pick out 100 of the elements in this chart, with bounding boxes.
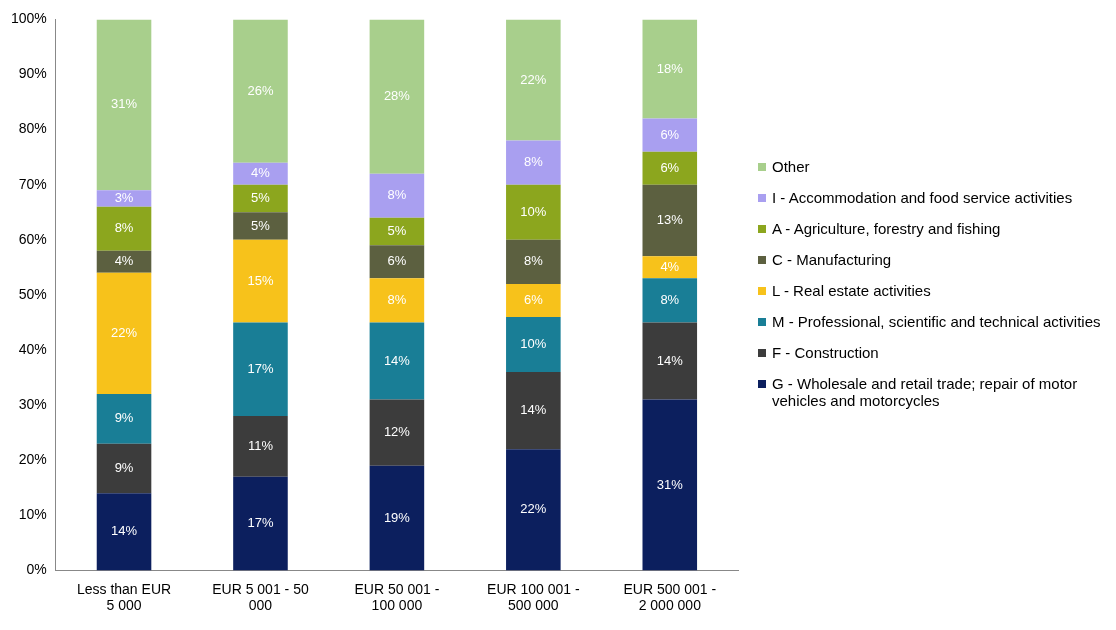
- bar: [506, 316, 561, 373]
- data-label: 8%: [523, 253, 544, 269]
- x-tick-label: EUR 50 001 - 100 000: [354, 580, 440, 614]
- bar: [96, 443, 152, 494]
- y-tick-label: 0%: [26, 561, 47, 578]
- bar: [369, 278, 425, 323]
- data-label: 4%: [114, 253, 134, 269]
- data-label: 10%: [520, 336, 547, 352]
- data-label: 31%: [111, 96, 138, 112]
- data-label: 17%: [247, 360, 274, 376]
- data-label: 8%: [660, 291, 680, 307]
- bar: [642, 256, 698, 279]
- bar: [506, 19, 561, 141]
- data-label: 9%: [114, 410, 134, 426]
- data-label: 5%: [251, 190, 271, 206]
- bar: [96, 394, 152, 444]
- bar: [96, 250, 152, 273]
- bar: [642, 322, 698, 400]
- data-label: 8%: [114, 220, 134, 236]
- data-label: 28%: [383, 88, 411, 104]
- y-tick-label: 40%: [18, 340, 47, 357]
- data-label: 10%: [520, 203, 547, 219]
- x-tick-label: Less than EUR 5 000: [76, 580, 172, 614]
- legend-label: C - Manufacturing: [772, 250, 892, 268]
- data-label: 17%: [247, 515, 274, 531]
- y-tick-label: 50%: [18, 285, 47, 302]
- bar: [642, 399, 698, 571]
- y-tick-label: 10%: [18, 506, 47, 523]
- data-label: 22%: [520, 501, 547, 517]
- data-label: 6%: [660, 159, 680, 175]
- data-label: 4%: [660, 258, 680, 274]
- data-label: 5%: [387, 223, 407, 239]
- y-tick-label: 100%: [10, 10, 47, 27]
- data-label: 14%: [656, 352, 684, 368]
- y-tick-label: 90%: [18, 65, 47, 82]
- bar: [96, 206, 152, 251]
- x-tick-label: EUR 5 001 - 50 000: [212, 580, 309, 614]
- bar: [506, 283, 561, 317]
- legend-label: I - Accommodation and food service activities: [772, 188, 1073, 206]
- data-label: 14%: [383, 352, 411, 368]
- legend-label: M - Professional, scientific and technical activities: [772, 312, 1101, 330]
- bar: [369, 465, 425, 571]
- data-label: 5%: [251, 217, 271, 233]
- data-label: 9%: [114, 460, 134, 476]
- bar: [506, 239, 561, 284]
- bar: [506, 184, 561, 240]
- data-label: 12%: [383, 424, 411, 440]
- y-tick-label: 70%: [18, 175, 47, 192]
- bar: [233, 212, 288, 240]
- y-tick-label: 20%: [18, 451, 47, 468]
- bar: [642, 19, 698, 119]
- bar: [642, 278, 698, 323]
- bar: [642, 184, 698, 257]
- data-label: 8%: [387, 291, 407, 307]
- data-label: 19%: [383, 509, 411, 525]
- data-label: 4%: [251, 165, 271, 181]
- bar: [369, 173, 425, 218]
- bar: [642, 151, 698, 185]
- bar: [506, 449, 561, 571]
- bar: [96, 493, 152, 571]
- data-label: 18%: [656, 60, 684, 76]
- data-label: 13%: [656, 212, 684, 228]
- data-label: 22%: [111, 325, 138, 341]
- bar: [233, 19, 288, 163]
- bar: [233, 476, 288, 571]
- data-label: 14%: [111, 523, 138, 539]
- data-label: 6%: [387, 253, 407, 269]
- bar: [369, 322, 425, 400]
- y-tick-label: 80%: [18, 120, 47, 137]
- legend-label: L - Real estate activities: [772, 281, 931, 299]
- bar: [96, 19, 152, 191]
- bar: [233, 184, 288, 213]
- bar: [369, 399, 425, 466]
- bar: [369, 245, 425, 279]
- data-label: 15%: [247, 272, 274, 288]
- data-label: 3%: [114, 190, 134, 206]
- bar: [233, 322, 288, 417]
- data-label: 31%: [656, 476, 684, 492]
- bar: [642, 118, 698, 152]
- legend-label: A - Agriculture, forestry and fishing: [772, 219, 1001, 237]
- bar: [96, 272, 152, 395]
- data-label: 8%: [523, 154, 544, 170]
- x-tick-label: EUR 100 001 - 500 000: [487, 580, 580, 614]
- x-tick-label: EUR 500 001 - 2 000 000: [623, 580, 717, 614]
- legend-label: Other: [772, 157, 810, 175]
- data-label: 11%: [247, 438, 274, 453]
- data-label: 14%: [520, 402, 547, 418]
- data-label: 6%: [660, 126, 680, 142]
- bar: [233, 416, 288, 477]
- bar: [506, 372, 561, 450]
- data-label: 22%: [520, 71, 547, 87]
- y-tick-label: 60%: [18, 230, 47, 247]
- legend-label: F - Construction: [772, 343, 879, 361]
- data-label: 26%: [247, 82, 274, 98]
- data-label: 8%: [387, 187, 407, 203]
- y-tick-label: 30%: [18, 395, 47, 412]
- bar: [233, 162, 288, 185]
- bar: [233, 239, 288, 323]
- bar: [369, 19, 425, 174]
- bar: [506, 140, 561, 185]
